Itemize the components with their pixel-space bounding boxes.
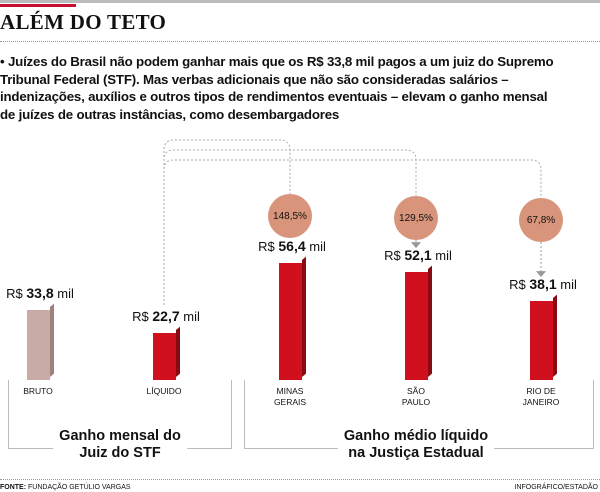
bar-minas-gerais (278, 263, 302, 380)
footer-divider (0, 479, 600, 480)
percent-circle: 148,5% (268, 194, 312, 238)
top-rule (0, 0, 600, 3)
value-label: R$ 33,8 mil (6, 285, 74, 302)
value-label: R$ 56,4 mil (258, 238, 326, 255)
group-label-line: na Justiça Estadual (348, 445, 484, 461)
value-label: R$ 52,1 mil (384, 247, 452, 264)
page-title: ALÉM DO TETO (0, 10, 167, 34)
bar-bruto (26, 310, 50, 380)
credit: INFOGRÁFICO/ESTADÃO (514, 484, 599, 491)
accent-rule (0, 4, 76, 7)
source: FONTE: FUNDAÇÃO GETÚLIO VARGAS (0, 484, 131, 491)
percent-circle: 67,8% (519, 198, 563, 242)
value-label: R$ 22,7 mil (132, 308, 200, 324)
category-label: LÍQUIDO (146, 386, 182, 396)
category-label: MINAS GERAIS (273, 386, 307, 407)
group-label-line: Ganho mensal do (59, 428, 181, 444)
source-label: FONTE: (0, 484, 27, 491)
bar-são-paulo (404, 272, 428, 380)
group-label-estadual: Ganho médio líquido na Justiça Estadual (337, 428, 495, 462)
bar-líquido (152, 333, 176, 380)
connector (163, 159, 542, 306)
arrow-icon (411, 242, 421, 249)
bar-rio-de-janeiro (529, 301, 553, 380)
category-label: SÃO PAULO (401, 386, 431, 407)
connector (163, 149, 417, 306)
lead-text: • Juízes do Brasil não podem ganhar mais… (0, 54, 554, 122)
connector (163, 139, 291, 306)
category-label: RIO DE JANEIRO (522, 386, 560, 407)
group-label-stf: Ganho mensal do Juiz do STF (53, 428, 187, 462)
source-text: FUNDAÇÃO GETÚLIO VARGAS (28, 484, 131, 491)
value-label: R$ 38,1 mil (509, 276, 577, 293)
percent-circle: 129,5% (394, 196, 438, 240)
category-label: BRUTO (23, 386, 53, 396)
group-label-line: Ganho médio líquido (343, 428, 489, 444)
group-label-line: Juiz do STF (79, 445, 161, 461)
divider (0, 41, 600, 42)
arrow-icon (536, 271, 546, 278)
